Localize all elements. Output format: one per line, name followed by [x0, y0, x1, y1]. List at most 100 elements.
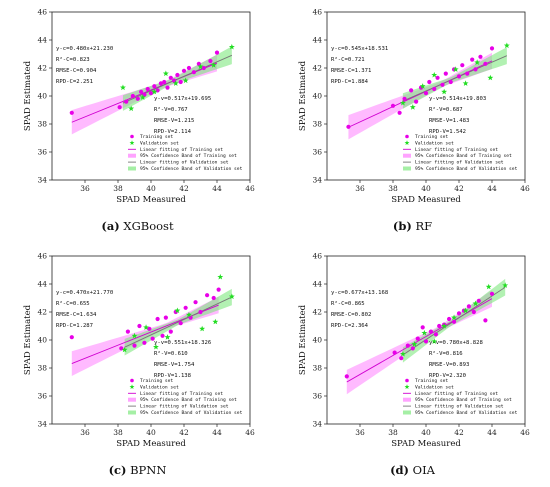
legend-label: Validation set: [415, 140, 454, 146]
training-point: [435, 75, 440, 80]
panel-caption: (b) RF: [275, 219, 550, 233]
training-point: [178, 321, 183, 326]
training-point: [163, 315, 168, 320]
training-stat: y-c=0.480x+21.230: [56, 46, 113, 52]
panel-rf: 36 38 40 42 44 46 34 36 38 40 42 44 46 SPAD Measured S…: [275, 0, 550, 243]
training-point: [198, 309, 203, 315]
validation-stat: RPD-V=2.114: [154, 129, 192, 135]
training-point: [433, 332, 438, 337]
y-tick-label: 40: [312, 336, 322, 345]
legend-label: Linear fitting of Validation set: [415, 404, 504, 410]
legend-label: 95% Confidence Band of Validation set: [140, 410, 243, 416]
legend-label: 95% Confidence Band of Validation set: [415, 166, 518, 172]
legend-label: Linear fitting of Training set: [415, 147, 498, 153]
y-tick-label: 36: [312, 148, 322, 157]
validation-point: [172, 80, 179, 86]
x-axis-label: SPAD Measured: [116, 439, 186, 449]
training-point: [443, 71, 448, 76]
training-point: [155, 316, 160, 322]
panel-caption: (d) OIA: [275, 463, 550, 477]
x-axis-label: SPAD Measured: [391, 195, 461, 205]
training-point: [476, 298, 481, 303]
training-point: [420, 325, 425, 330]
scatter-plot-oia: 36 38 40 42 44 46 34 36 38 40 42 44 46 SPAD Measured S…: [298, 252, 530, 449]
training-stat: R²-C=0.655: [56, 300, 90, 307]
validation-stat: RMSE-V=1.754: [154, 362, 195, 368]
legend-swatch: [405, 378, 409, 383]
legend-swatch: [403, 153, 411, 158]
y-tick-label: 36: [37, 148, 47, 157]
training-point: [148, 91, 154, 96]
y-tick-label: 38: [37, 120, 47, 129]
validation-point: [139, 94, 146, 100]
validation-point: [164, 334, 171, 340]
training-point: [409, 88, 414, 93]
panel-caption: (c) BPNN: [0, 463, 275, 477]
training-point: [483, 61, 488, 66]
training-point: [483, 318, 488, 323]
training-point: [172, 78, 177, 83]
training-point: [414, 99, 419, 104]
validation-point: [462, 80, 469, 86]
legend-label: Training set: [140, 378, 173, 384]
legend-swatch: [128, 410, 136, 415]
legend-swatch: [404, 384, 410, 389]
validation-point: [419, 83, 426, 89]
panel-model: XGBoost: [123, 219, 174, 233]
training-point: [466, 304, 471, 309]
training-point: [423, 91, 429, 96]
training-point: [124, 99, 129, 104]
legend-swatch: [129, 140, 135, 145]
legend-swatch: [405, 134, 409, 139]
x-tick-label: 42: [454, 184, 464, 193]
validation-stat: R²-V=0.816: [429, 350, 463, 357]
training-point: [145, 86, 150, 92]
validation-point: [210, 62, 217, 68]
training-point: [137, 323, 142, 329]
y-tick-label: 44: [37, 280, 47, 289]
training-stat: y-c=0.545x+18.531: [331, 46, 388, 52]
training-point: [451, 319, 457, 324]
training-point: [160, 333, 165, 338]
legend-label: 95% Confidence Band of Training set: [415, 397, 512, 403]
training-point: [473, 67, 478, 72]
legend-label: Linear fitting of Training set: [415, 391, 498, 397]
training-point: [410, 346, 415, 351]
legend-swatch: [403, 410, 411, 415]
x-tick-label: 42: [179, 428, 189, 437]
training-stat: R²-C=0.865: [331, 300, 365, 307]
legend-swatch: [403, 397, 411, 402]
legend-label: Linear fitting of Training set: [140, 147, 223, 153]
y-tick-label: 36: [312, 392, 322, 401]
training-point: [478, 54, 483, 59]
training-point: [470, 57, 475, 62]
legend-swatch: [129, 384, 135, 389]
y-tick-label: 34: [312, 176, 322, 185]
y-tick-label: 34: [37, 420, 47, 429]
training-stat: RMSE-C=1.634: [56, 312, 97, 318]
x-axis-label: SPAD Measured: [391, 439, 461, 449]
validation-point: [143, 324, 149, 330]
validation-point: [421, 329, 428, 336]
training-point: [402, 96, 407, 101]
x-tick-label: 36: [80, 428, 90, 437]
training-point: [69, 335, 74, 340]
training-point: [448, 79, 453, 85]
training-point: [117, 105, 122, 110]
legend-label: Linear fitting of Training set: [140, 391, 223, 397]
training-point: [346, 124, 351, 129]
validation-point: [120, 84, 126, 91]
panel-label: (c): [108, 463, 127, 477]
training-point: [191, 70, 196, 75]
training-stat: RMSE-C=0.802: [331, 312, 371, 318]
training-stat: RMSE-C=0.904: [56, 68, 97, 74]
y-tick-label: 46: [312, 252, 322, 261]
training-stat: RPD-C=1.287: [56, 323, 93, 329]
training-stat: y-c=0.470x+21.770: [56, 290, 113, 296]
legend-swatch: [130, 134, 134, 139]
training-point: [456, 311, 462, 316]
y-tick-label: 46: [37, 8, 47, 17]
validation-fit-line: [124, 296, 233, 348]
x-tick-label: 36: [80, 184, 90, 193]
training-stat: RPD-C=2.364: [331, 323, 369, 329]
